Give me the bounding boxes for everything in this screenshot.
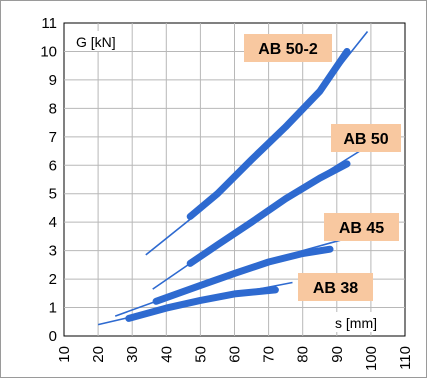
series-label-ab-50-2: AB 50-2 (258, 41, 318, 58)
y-axis-label: G [kN] (76, 34, 116, 50)
x-tick-label: 60 (227, 346, 244, 363)
y-tick-label: 8 (49, 100, 57, 117)
series-range-ab-45 (152, 245, 334, 305)
x-tick-label: 50 (192, 346, 209, 363)
x-tick-label: 110 (397, 346, 414, 370)
x-tick-labels: 10 20 30 40 50 60 70 80 90 100 110 (56, 346, 414, 371)
series-label-bg-ab-38 (298, 273, 373, 301)
series-label-bg-ab-50 (331, 124, 401, 152)
series-range-ab-38 (125, 286, 279, 322)
x-axis-label: s [mm] (335, 315, 377, 331)
series-label-ab-38: AB 38 (313, 280, 358, 297)
y-tick-label: 9 (49, 72, 57, 89)
x-tick-label: 10 (56, 346, 73, 363)
series-group (97, 31, 369, 326)
series-labels: AB 38 AB 45 AB 50 AB 50-2 (244, 34, 401, 301)
y-tick-label: 6 (49, 157, 57, 174)
x-tick-label: 90 (329, 346, 346, 363)
y-tick-label: 0 (49, 328, 57, 345)
y-tick-label: 2 (49, 271, 57, 288)
series-range-ab-50 (186, 160, 351, 267)
x-tick-label: 40 (158, 346, 175, 363)
y-tick-label: 10 (40, 43, 57, 60)
x-tick-label: 80 (295, 346, 312, 363)
series-label-bg-ab-45 (324, 213, 399, 241)
y-tick-label: 5 (49, 186, 57, 203)
series-range-ab-50-2 (186, 48, 351, 220)
x-tick-label: 70 (261, 346, 278, 363)
y-axis-label-bg (72, 31, 128, 51)
y-tick-label: 4 (49, 214, 57, 231)
x-tick-label: 20 (90, 346, 107, 363)
y-tick-labels: 0 1 2 3 4 5 6 7 8 9 10 11 (40, 15, 57, 345)
series-label-ab-50: AB 50 (343, 131, 388, 148)
y-tick-label: 11 (41, 15, 57, 32)
y-tick-label: 3 (49, 243, 57, 260)
series-label-ab-45: AB 45 (339, 220, 384, 237)
x-tick-label: 30 (124, 346, 141, 363)
series-label-bg-ab-50-2 (244, 34, 332, 62)
x-axis-label-bg (330, 312, 396, 332)
y-tick-label: 7 (49, 129, 57, 146)
y-tick-label: 1 (49, 300, 57, 317)
x-tick-label: 100 (363, 346, 380, 371)
